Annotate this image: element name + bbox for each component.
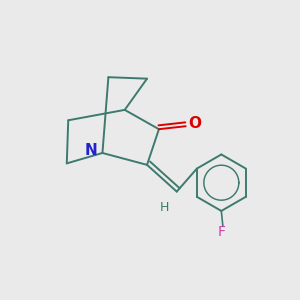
Text: O: O <box>188 116 201 131</box>
Text: F: F <box>217 225 225 239</box>
Text: N: N <box>85 143 98 158</box>
Text: H: H <box>160 202 170 214</box>
